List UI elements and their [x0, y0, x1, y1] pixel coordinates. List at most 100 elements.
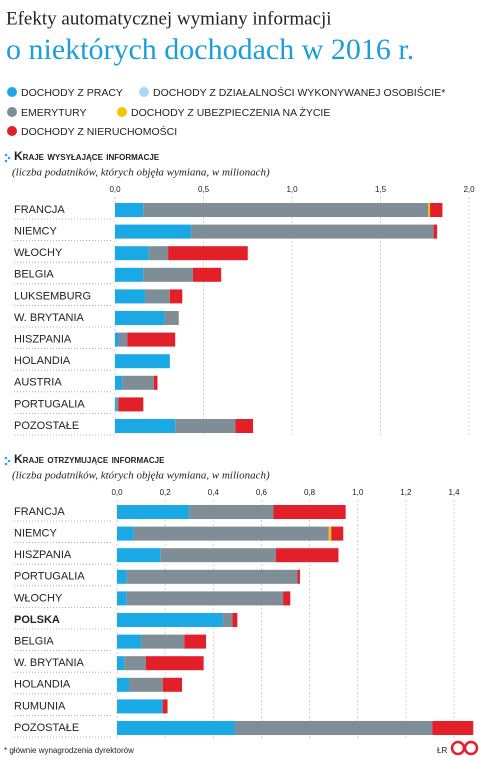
bar-segment	[143, 203, 429, 217]
bar-segment	[115, 397, 117, 412]
credit: ŁR	[437, 746, 447, 755]
x-tick-label: 0,0	[111, 488, 123, 497]
bar-segment	[433, 224, 438, 239]
bar-segment	[168, 246, 248, 261]
header-dot	[4, 462, 8, 466]
legend-swatch	[7, 87, 17, 97]
header-dot	[7, 459, 11, 463]
bar-segment	[283, 591, 291, 606]
chart-subtitle: (liczba podatników, których objęła wymia…	[12, 470, 270, 482]
legend-swatch	[139, 87, 149, 97]
bar-segment	[115, 332, 119, 347]
bar-segment	[122, 375, 154, 390]
bar-segment	[184, 634, 207, 649]
bar-segment	[117, 677, 130, 692]
bar-segment	[115, 354, 170, 369]
bar-segment	[297, 569, 300, 584]
bar-segment	[222, 613, 233, 627]
legend-label: DOCHODY Z DZIAŁALNOŚCI WYKONYWANEJ OSOBI…	[153, 86, 445, 99]
category-label: LUKSEMBURG	[14, 290, 91, 302]
legend-label: EMERYTURY	[21, 107, 87, 119]
bar-segment	[115, 246, 149, 261]
bar-segment	[117, 505, 190, 519]
bar-segment	[141, 634, 185, 649]
category-label: NIEMCY	[14, 528, 57, 540]
category-label: POZOSTAŁE	[14, 420, 79, 432]
x-tick-label: 1,0	[286, 185, 298, 194]
x-tick-label: 1,5	[375, 185, 387, 194]
bar-segment	[191, 224, 434, 239]
category-label: AUSTRIA	[14, 377, 62, 389]
chart-title: Kraje wysyłające informacje	[14, 149, 160, 163]
bar-segment	[117, 634, 142, 649]
bar-segment	[169, 289, 183, 304]
x-tick-label: 2,0	[463, 185, 475, 194]
bar-segment	[127, 332, 176, 347]
x-tick-label: 0,6	[256, 488, 268, 497]
logo	[450, 740, 479, 756]
legend-label: DOCHODY Z PRACY	[21, 87, 123, 99]
bar-segment	[148, 246, 169, 261]
header-dot	[4, 159, 8, 163]
header-dot	[4, 153, 8, 157]
bar-segment	[143, 267, 193, 282]
category-label: NIEMCY	[14, 226, 57, 238]
footnote: * głównie wynagrodzenia dyrektorów	[4, 746, 134, 755]
x-tick-label: 1,0	[352, 488, 364, 497]
bar-segment	[428, 203, 431, 217]
bar-segment	[432, 721, 474, 735]
legend-swatch	[7, 126, 17, 136]
category-label: PORTUGALIA	[14, 571, 85, 583]
bar-segment	[234, 721, 433, 735]
category-label: WŁOCHY	[14, 247, 63, 259]
bar-segment	[162, 677, 182, 692]
bar-segment	[117, 548, 161, 563]
bar-segment	[175, 419, 236, 433]
x-tick-label: 0,0	[109, 185, 121, 194]
bar-segment	[117, 526, 134, 541]
x-tick-label: 0,4	[208, 488, 220, 497]
bar-segment	[133, 526, 329, 541]
bar-segment	[189, 505, 274, 519]
category-label: POLSKA	[14, 614, 60, 626]
bar-segment	[115, 311, 165, 325]
category-label: HISZPANIA	[14, 334, 72, 346]
bar-segment	[115, 224, 192, 239]
bar-segment	[117, 591, 127, 606]
category-label: HOLANDIA	[14, 355, 71, 367]
bar-segment	[275, 548, 339, 563]
category-label: FRANCJA	[14, 204, 65, 216]
legend-label: DOCHODY Z NIERUCHOMOŚCI	[21, 125, 177, 138]
category-label: HISZPANIA	[14, 549, 72, 561]
x-tick-label: 1,2	[400, 488, 412, 497]
bar-segment	[126, 591, 284, 606]
bar-segment	[153, 375, 158, 390]
bar-segment	[118, 332, 128, 347]
chart-title: Kraje otrzymujące informacje	[14, 452, 165, 466]
bar-segment	[232, 613, 238, 627]
legend-swatch	[7, 107, 17, 117]
legend-label: DOCHODY Z UBEZPIECZENIA NA ŻYCIE	[131, 106, 330, 119]
legend-swatch	[117, 107, 127, 117]
bar-segment	[129, 677, 163, 692]
bar-segment	[273, 505, 346, 519]
category-label: W. BRYTANIA	[14, 657, 85, 669]
category-label: HOLANDIA	[14, 679, 71, 691]
bar-segment	[430, 203, 443, 217]
x-tick-label: 0,8	[304, 488, 316, 497]
subtitle: o niektórych dochodach w 2016 r.	[6, 33, 414, 66]
category-label: PORTUGALIA	[14, 398, 85, 410]
category-label: W. BRYTANIA	[14, 312, 85, 324]
bar-segment	[145, 289, 170, 304]
category-label: RUMUNIA	[14, 700, 66, 712]
bar-segment	[162, 699, 168, 714]
bar-segment	[115, 267, 144, 282]
bar-segment	[117, 569, 127, 584]
bar-segment	[117, 613, 223, 627]
title: Efekty automatycznej wymiany informacji	[6, 8, 332, 29]
bar-segment	[235, 419, 254, 433]
bar-segment	[117, 699, 163, 714]
category-label: FRANCJA	[14, 506, 65, 518]
